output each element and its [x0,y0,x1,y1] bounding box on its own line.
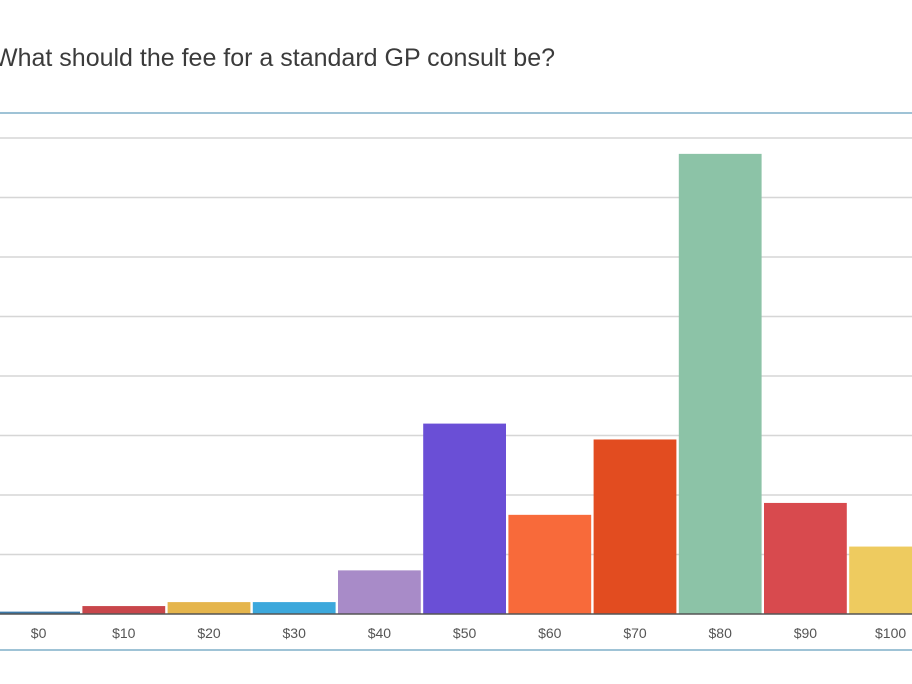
bar-usd20 [167,602,251,614]
bar-usd30 [252,602,336,614]
bar-usd40 [338,570,421,614]
x-tick-label: $60 [538,625,562,641]
bar-usd70 [593,439,677,614]
x-tick-label: $30 [283,625,307,641]
x-tick-label: $20 [197,625,221,641]
x-tick-label: $40 [368,625,392,641]
chart-title: What should the fee for a standard GP co… [0,44,555,72]
x-tick-label: $80 [709,625,733,641]
x-tick-label: $0 [31,625,47,641]
bar-usd60 [508,514,592,614]
x-tick-label: $50 [453,625,477,641]
bar-usd50 [423,423,506,614]
bar-usd0 [0,611,81,614]
x-tick-label: $100 [875,625,906,641]
x-tick-label: $70 [623,625,647,641]
x-tick-label: $90 [794,625,818,641]
bar-usd10 [82,606,166,614]
x-tick-label: $10 [112,625,136,641]
bar-usd80 [678,153,762,614]
bar-usd100 [849,546,912,614]
bar-usd90 [764,502,847,614]
